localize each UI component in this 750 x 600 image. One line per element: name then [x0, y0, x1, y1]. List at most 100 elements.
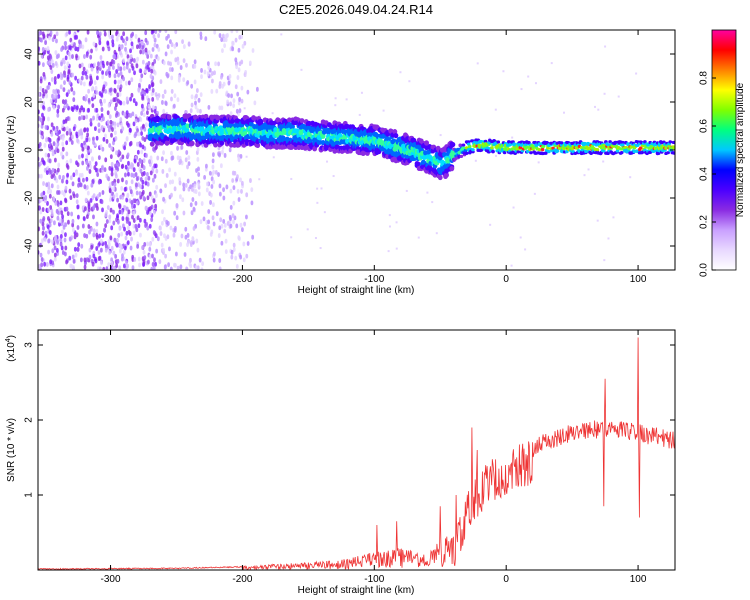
noise-cell: [141, 179, 145, 185]
noise-cell: [199, 92, 203, 98]
noise-cell: [112, 186, 115, 192]
noise-cell: [231, 213, 235, 219]
noise-cell: [117, 79, 121, 85]
noise-cell: [71, 54, 74, 59]
noise-cell: [173, 186, 177, 192]
noise-cell: [222, 218, 226, 224]
noise-cell: [151, 82, 155, 87]
noise-cell: [106, 60, 109, 66]
noise-cell: [103, 227, 107, 233]
noise-cell: [133, 257, 137, 262]
noise-cell: [125, 136, 129, 142]
noise-cell: [111, 34, 114, 40]
noise-cell: [562, 111, 565, 114]
noise-cell: [139, 183, 142, 189]
noise-cell: [60, 151, 63, 157]
noise-cell: [170, 67, 174, 72]
noise-cell: [146, 64, 150, 70]
noise-cell: [129, 189, 133, 195]
noise-cell: [176, 60, 180, 66]
noise-cell: [181, 197, 185, 203]
noise-cell: [123, 145, 127, 151]
noise-cell: [113, 124, 117, 130]
signal-cell: [411, 137, 417, 143]
noise-cell: [149, 155, 153, 161]
noise-cell: [67, 70, 71, 75]
noise-cell: [103, 167, 107, 173]
noise-cell: [100, 165, 104, 171]
noise-cell: [122, 58, 126, 64]
noise-cell: [76, 225, 80, 230]
noise-cell: [41, 87, 45, 93]
noise-cell: [153, 108, 157, 114]
noise-cell: [207, 219, 210, 225]
noise-cell: [89, 148, 93, 154]
noise-cell: [512, 206, 515, 209]
noise-cell: [169, 61, 172, 67]
noise-cell: [48, 158, 52, 164]
noise-cell: [245, 214, 248, 220]
noise-cell: [61, 107, 65, 113]
noise-cell: [85, 74, 89, 80]
noise-cell: [78, 63, 82, 69]
noise-cell: [153, 59, 157, 64]
noise-cell: [193, 59, 197, 65]
signal-cell: [450, 141, 456, 148]
noise-cell: [182, 210, 186, 216]
noise-cell: [72, 126, 76, 132]
noise-cell: [137, 87, 141, 93]
noise-cell: [208, 170, 212, 176]
noise-cell: [114, 106, 117, 111]
noise-cell: [237, 47, 241, 53]
noise-cell: [219, 217, 223, 223]
noise-cell: [128, 221, 132, 227]
signal-cell: [424, 140, 429, 146]
noise-cell: [137, 256, 141, 262]
noise-cell: [76, 214, 80, 220]
noise-cell: [130, 33, 133, 39]
noise-cell: [65, 126, 69, 132]
noise-cell: [290, 236, 293, 239]
noise-cell: [221, 33, 225, 39]
noise-cell: [118, 91, 122, 97]
noise-cell: [53, 256, 57, 262]
signal-cell: [320, 133, 326, 139]
noise-cell: [316, 187, 319, 190]
signal-cell: [166, 114, 172, 120]
noise-cell: [316, 201, 319, 204]
noise-cell: [332, 175, 335, 178]
noise-cell: [107, 103, 111, 108]
noise-cell: [226, 99, 229, 105]
noise-cell: [160, 242, 164, 248]
noise-cell: [121, 194, 125, 200]
noise-cell: [168, 67, 172, 72]
noise-cell: [183, 252, 187, 257]
noise-cell: [56, 89, 60, 95]
noise-cell: [189, 257, 192, 263]
signal-cell: [290, 124, 295, 130]
noise-cell: [43, 142, 47, 148]
noise-cell: [218, 105, 222, 111]
noise-cell: [134, 223, 138, 229]
noise-cell: [93, 80, 97, 86]
noise-cell: [185, 150, 189, 155]
noise-cell: [69, 37, 73, 43]
noise-cell: [102, 63, 105, 69]
noise-cell: [240, 189, 243, 194]
noise-cell: [489, 223, 492, 226]
noise-cell: [198, 257, 202, 263]
noise-cell: [156, 56, 160, 61]
noise-cell: [68, 255, 72, 261]
noise-cell: [138, 82, 141, 88]
noise-cell: [125, 180, 128, 185]
signal-cell: [255, 142, 261, 148]
noise-cell: [120, 45, 123, 50]
noise-cell: [93, 126, 97, 131]
noise-cell: [157, 47, 161, 52]
noise-cell: [68, 128, 72, 134]
noise-cell: [149, 53, 153, 59]
noise-cell: [101, 74, 105, 80]
noise-cell: [97, 155, 101, 161]
noise-cell: [65, 179, 69, 185]
noise-cell: [123, 226, 126, 232]
